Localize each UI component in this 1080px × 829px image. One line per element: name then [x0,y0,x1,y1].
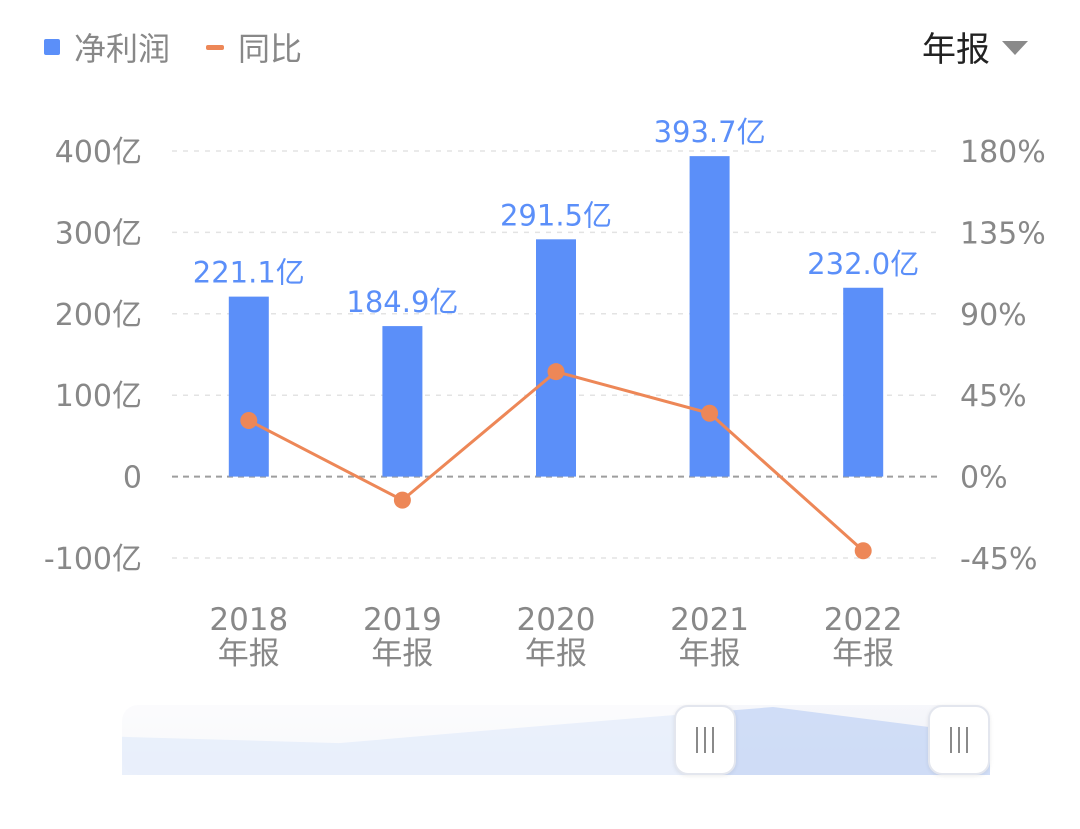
y-right-tick-label: 0% [960,461,1008,496]
bar-data-label: 291.5亿 [500,198,612,232]
legend: 净利润 同比 [44,24,302,70]
yoy-point [393,491,411,509]
y-left-tick-label: 300亿 [55,216,142,251]
legend-item-yoy[interactable]: 同比 [206,24,302,70]
legend-profit-label: 净利润 [74,30,171,68]
x-tick-label: 2018 年报 [209,602,288,672]
zoom-preview [122,705,990,775]
legend-item-profit[interactable]: 净利润 [44,24,170,70]
period-dropdown-value: 年报 [922,30,990,70]
y-left-tick-label: 100亿 [55,379,142,414]
yoy-point [854,542,872,560]
y-right-tick-label: 90% [960,298,1027,333]
y-right-tick-label: 45% [960,379,1027,414]
x-tick-label-line: 年报 [218,636,280,672]
bar-data-label: 232.0亿 [807,247,919,281]
x-tick-label-line: 2020 [517,602,596,638]
x-tick-label-line: 年报 [371,636,433,672]
x-tick-label-line: 2022 [824,602,903,638]
y-right-tick-label: -45% [960,542,1038,577]
y-right-tick-label: 180% [960,135,1046,170]
yoy-point [240,412,258,430]
chevron-down-icon [1002,40,1028,55]
bar-data-label: 221.1亿 [193,256,305,290]
bar [536,239,576,477]
y-left-tick-label: 200亿 [55,298,142,333]
x-tick-label-line: 年报 [832,636,894,672]
zoom-slider[interactable] [122,705,990,775]
yoy-point [701,404,719,422]
y-right-tick-label: 135% [960,216,1046,251]
yoy-point [547,363,565,381]
x-tick-label: 2022 年报 [824,602,903,672]
legend-line-swatch [206,44,225,50]
bar [689,156,730,477]
x-tick-label: 2019 年报 [363,602,442,672]
legend-yoy-label: 同比 [238,30,303,68]
x-tick-label-line: 年报 [679,636,741,672]
grip-icon [950,727,968,753]
x-tick-label: 2021 年报 [670,602,749,672]
x-tick-label-line: 2018 [209,602,288,638]
x-tick-label-line: 年报 [525,636,587,672]
bar-data-label: 393.7亿 [654,115,766,149]
x-tick-label-line: 2019 [363,602,442,638]
zoom-handle-left[interactable] [673,705,736,775]
bar [228,296,269,477]
bar [843,287,884,477]
period-dropdown[interactable]: 年报 [922,22,1028,71]
y-left-tick-label: 0 [123,461,142,496]
grip-icon [695,727,714,753]
x-tick-label-line: 2021 [670,602,749,638]
legend-bar-swatch [44,39,60,55]
y-left-tick-label: -100亿 [44,542,142,577]
zoom-unselected-mask [122,705,695,775]
x-tick-label: 2020 年报 [517,602,596,672]
bar [382,326,423,477]
bar-data-label: 184.9亿 [346,285,458,319]
zoom-handle-right[interactable] [928,705,990,775]
chart-plot: 400亿 300亿 200亿 100亿 0 -100亿 180% 135% 90% 45% 0% -4… [44,115,1046,672]
y-left-tick-label: 400亿 [55,135,142,170]
